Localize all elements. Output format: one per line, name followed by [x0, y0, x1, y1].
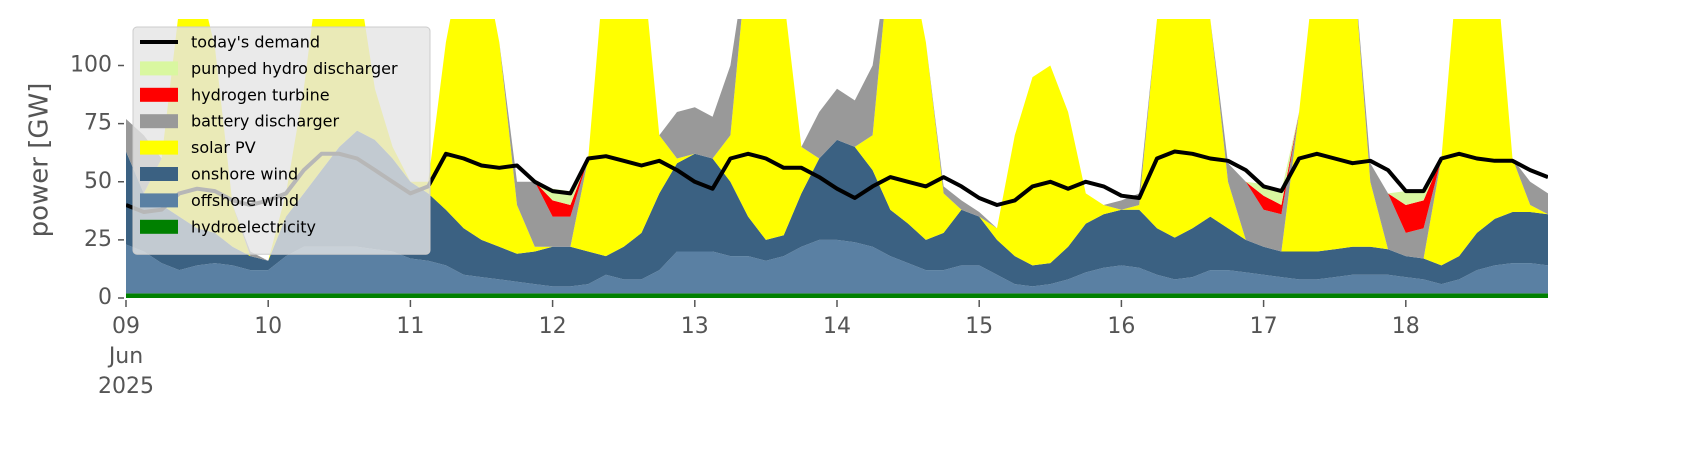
area-5 — [126, 130, 1548, 287]
legend-swatch — [140, 61, 178, 76]
x-tick-label: 16 — [1107, 314, 1136, 339]
legend-swatch — [140, 167, 178, 181]
legend-label: solar PV — [191, 138, 256, 157]
x-tick-label: 17 — [1249, 314, 1278, 339]
legend-swatch — [140, 87, 178, 102]
y-tick-label: 50 — [84, 169, 112, 194]
x-tick-label: 18 — [1391, 314, 1420, 339]
y-axis-label: power [GW] — [25, 83, 55, 238]
legend-label: hydroelectricity — [191, 217, 316, 236]
y-tick-label: 0 — [98, 285, 112, 310]
legend-label: offshore wind — [191, 191, 299, 210]
x-tick-label: 14 — [823, 314, 851, 339]
area-6 — [126, 239, 1548, 294]
x-tick-label: 12 — [538, 314, 567, 339]
area-4 — [126, 19, 1548, 266]
x-tick-label: 11 — [396, 314, 425, 339]
area-3 — [126, 19, 1548, 261]
legend-swatch — [140, 140, 178, 155]
legend-label: today's demand — [191, 33, 320, 52]
x-tick-label: 09 Jun 2025 — [98, 314, 154, 399]
legend-box — [132, 26, 431, 255]
y-tick-label: 75 — [84, 111, 112, 136]
legend-label: battery discharger — [191, 112, 339, 131]
plot-area — [126, 19, 1548, 298]
y-tick-label: 100 — [70, 53, 112, 78]
legend-swatch — [140, 219, 178, 234]
x-tick-label: 15 — [965, 314, 994, 339]
y-tick-label: 25 — [84, 227, 112, 252]
legend-label: hydrogen turbine — [191, 85, 330, 104]
x-tick-label: 13 — [680, 314, 709, 339]
legend-label: onshore wind — [191, 165, 298, 184]
legend-label: pumped hydro discharger — [191, 59, 398, 78]
x-tick-label: 10 — [254, 314, 283, 339]
legend-swatch — [140, 193, 178, 208]
area-7 — [126, 293, 1548, 298]
legend-swatch — [140, 114, 178, 129]
